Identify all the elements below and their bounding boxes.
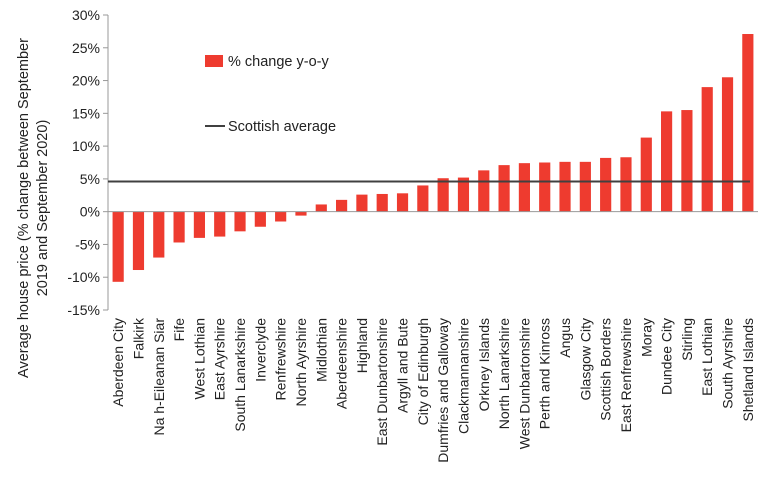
x-category-label: Dumfries and Galloway [435,318,451,463]
x-category-label: Scottish Borders [598,318,614,421]
x-category-label: South Lanarkshire [232,318,248,432]
x-category-label: Highland [354,318,370,373]
bar [498,165,510,212]
x-category-label: East Ayrshire [212,318,228,400]
bar [478,170,490,212]
legend: % change y-o-y Scottish average [205,54,336,135]
y-tick-label: 0% [80,204,100,220]
bar [275,211,287,222]
y-tick-label: 15% [72,105,100,121]
bar [579,161,591,212]
bar [396,193,409,212]
x-category-label: Renfrewshire [273,318,289,401]
x-category-label: North Ayrshire [293,318,309,407]
bar [214,211,226,237]
bar [315,204,327,212]
bar [600,157,612,212]
x-category-label: Clackmannanshire [455,318,471,434]
bar [417,185,429,212]
y-axis: -15% -10% -5% 0% 5% 10% 15% 20% 25% 30% [67,7,108,318]
x-category-label: Moray [638,318,654,357]
x-category-label: East Renfrewshire [618,318,634,433]
bar [742,34,754,212]
x-category-label: Aberdeenshire [334,318,350,409]
bar [559,161,571,212]
x-category-label: Perth and Kinross [537,318,553,429]
bar [112,211,124,282]
y-tick-label: -10% [67,269,100,285]
x-category-label: Midlothian [313,318,329,382]
bar [518,163,530,212]
x-category-label: Orkney Islands [476,318,492,411]
legend-label-average: Scottish average [228,119,336,135]
y-tick-label: 30% [72,7,100,23]
bar [193,211,205,238]
x-category-label: Angus [557,318,573,358]
bar [701,87,713,212]
bar [173,211,185,243]
bar [539,162,551,212]
x-category-label: East Dunbartonshire [374,318,390,446]
bar [457,177,470,212]
x-category-label: Shetland Islands [740,318,756,422]
x-category-label: Argyll and Bute [395,318,411,413]
bar [437,178,449,212]
bar [295,211,307,216]
x-category-label: Inverclyde [252,318,268,382]
bar [376,193,388,212]
x-category-label: East Lothian [699,318,715,396]
y-tick-label: -15% [67,302,100,318]
bar [254,211,266,227]
x-category-label: Fife [171,318,187,342]
bar [620,157,632,212]
x-category-label: City of Edinburgh [415,318,431,425]
y-tick-label: 10% [72,138,100,154]
bar [681,110,693,212]
legend-swatch-bars [205,55,223,67]
bar [132,211,145,271]
x-category-label: Na h-Eileanan Siar [151,318,167,436]
y-axis-label-line2: 2019 and September 2020) [35,120,51,297]
x-category-label: South Ayrshire [720,318,736,409]
legend-label-bars: % change y-o-y [228,54,329,70]
x-category-label: North Lanarkshire [496,318,512,429]
x-category-label: Falkirk [130,317,146,359]
x-axis-categories: Aberdeen City Falkirk Na h-Eileanan Siar Fi… [110,317,756,463]
bar [234,211,246,232]
y-tick-label: 20% [72,73,100,89]
y-tick-label: -5% [75,236,100,252]
x-category-label: Glasgow City [577,318,593,400]
x-category-label: Stirling [679,318,695,361]
x-category-label: Aberdeen City [110,318,126,407]
x-category-label: West Dunbartonshire [516,318,532,449]
bar [153,211,165,258]
bar-series [112,34,754,282]
y-tick-label: 5% [80,171,100,187]
y-axis-label: Average house price (% change between Se… [16,38,51,378]
bar [721,77,734,212]
y-tick-label: 25% [72,40,100,56]
x-category-label: West Lothian [191,318,207,399]
bar [356,194,368,212]
x-category-label: Dundee City [659,318,675,395]
bar [661,111,673,212]
y-axis-label-line1: Average house price (% change between Se… [16,38,32,378]
bar [336,199,348,212]
bar [640,137,652,212]
